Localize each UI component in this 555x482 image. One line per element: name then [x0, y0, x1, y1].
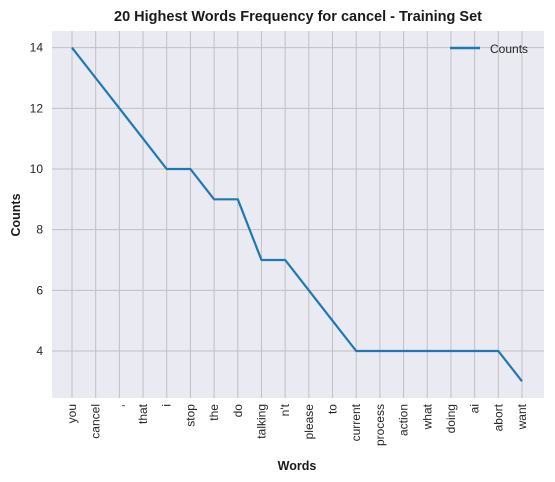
x-axis-label: Words — [278, 459, 317, 473]
legend-label-counts: Counts — [490, 42, 528, 56]
x-tick-label: the — [207, 404, 221, 421]
x-tick-label: want — [515, 403, 529, 430]
x-tick-label: doing — [444, 404, 458, 433]
x-tick-label: stop — [183, 404, 197, 427]
x-tick-label: you — [65, 404, 79, 423]
grid — [52, 31, 544, 398]
x-tick-label: talking — [254, 404, 268, 439]
x-tick-label: current — [349, 403, 363, 441]
y-tick-label: 10 — [30, 162, 44, 176]
x-tick-label: do — [231, 404, 245, 418]
x-tick-label: i — [160, 404, 174, 407]
x-tick-label: ai — [468, 404, 482, 413]
y-tick-label: 14 — [30, 41, 44, 55]
x-tick-label: that — [136, 403, 150, 424]
chart-title: 20 Highest Words Frequency for cancel - … — [114, 9, 482, 25]
x-tick-label: abort — [491, 403, 505, 431]
x-tick-label: cancel — [89, 404, 103, 439]
legend: Counts — [450, 42, 528, 56]
y-tick-label: 6 — [36, 283, 43, 297]
x-tick-label: action — [397, 404, 411, 436]
y-tick-labels: 4 6 8 10 12 14 — [30, 41, 44, 358]
x-tick-label: please — [302, 404, 316, 440]
y-tick-label: 12 — [30, 101, 44, 115]
series-line-counts — [71, 47, 523, 382]
y-tick-label: 4 — [36, 344, 43, 358]
x-tick-label: to — [326, 404, 340, 414]
y-axis-label: Counts — [9, 193, 23, 236]
x-tick-label: process — [373, 404, 387, 446]
y-tick-label: 8 — [36, 223, 43, 237]
x-tick-label: , — [112, 404, 126, 407]
plot-background — [52, 31, 544, 398]
x-tick-labels: you cancel, that i stop the do talking n't please… — [65, 403, 529, 446]
x-tick-label: n't — [278, 403, 292, 416]
x-tick-label: what — [420, 403, 434, 430]
